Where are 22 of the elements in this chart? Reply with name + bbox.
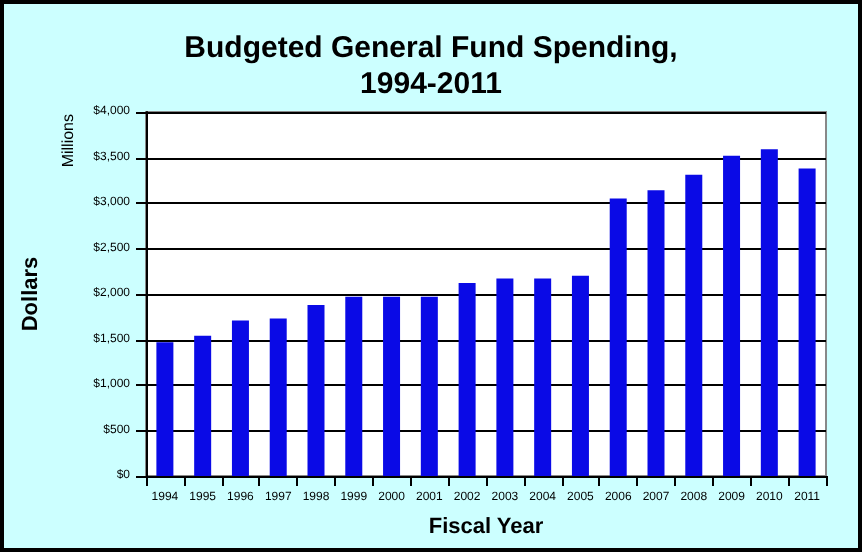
x-axis-title: Fiscal Year	[428, 515, 545, 539]
chart-title: Budgeted General Fund Spending, 1994-2011	[184, 31, 678, 101]
bar	[231, 320, 249, 476]
bar	[760, 149, 778, 476]
y-axis-title: Dollars	[19, 256, 43, 332]
bar	[307, 304, 325, 476]
bar	[647, 190, 665, 476]
bar	[345, 296, 363, 476]
bar	[798, 168, 816, 476]
bar	[156, 342, 174, 476]
bar	[571, 275, 589, 476]
bar	[458, 283, 476, 476]
bar	[383, 296, 401, 476]
bar	[496, 278, 514, 476]
bar	[269, 318, 287, 476]
bar	[685, 174, 703, 476]
bar	[723, 155, 741, 476]
bar	[609, 198, 627, 476]
bar	[420, 296, 438, 476]
text: Millions	[59, 114, 77, 168]
bar	[534, 278, 552, 476]
bar	[194, 335, 212, 476]
